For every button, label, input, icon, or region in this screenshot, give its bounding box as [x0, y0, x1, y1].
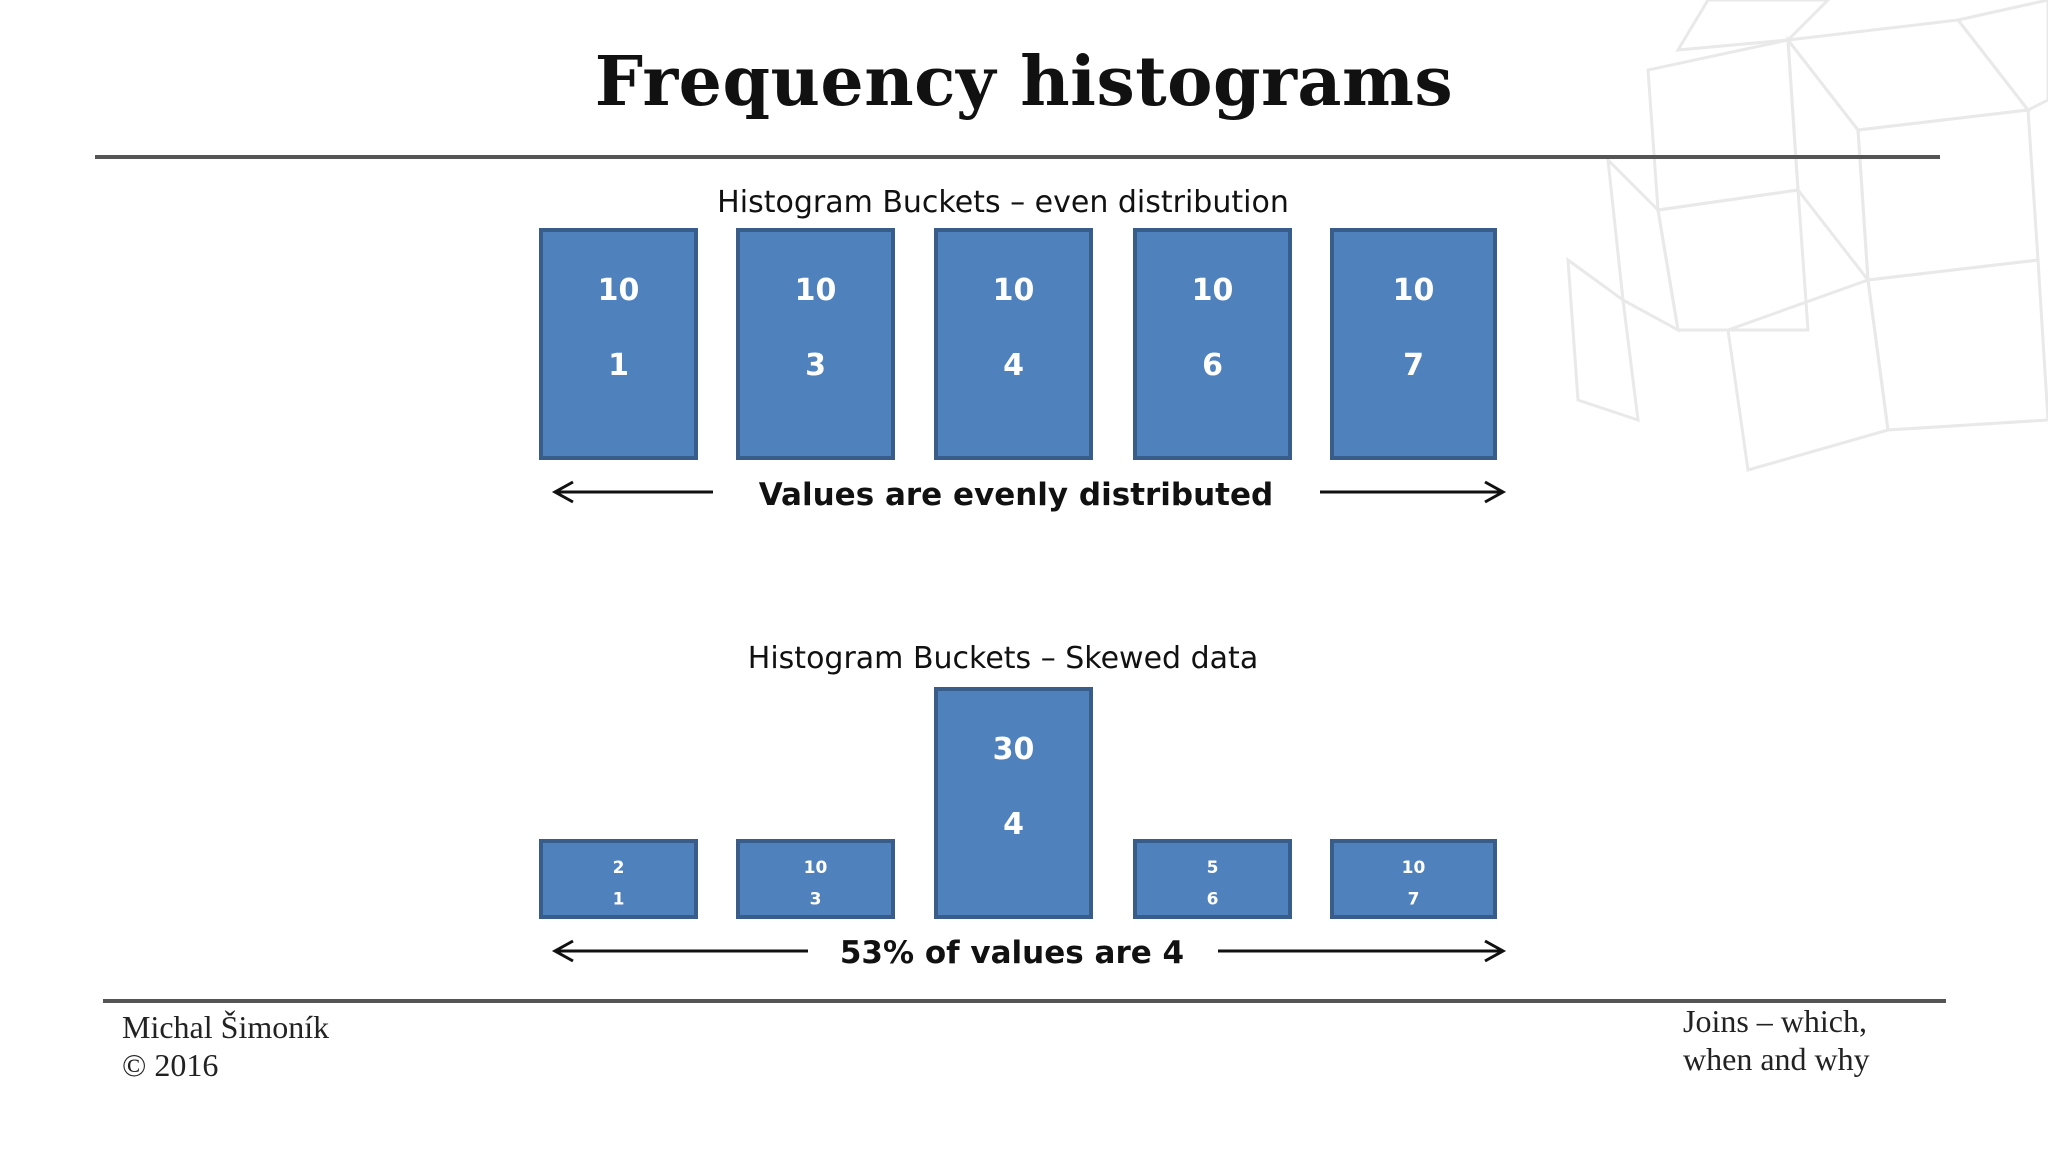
histogram-bar: [1330, 839, 1497, 919]
right-arrow-icon: [1484, 480, 1507, 504]
histogram-bar: [736, 839, 895, 919]
bar-value-label: 3: [805, 348, 826, 383]
topic-line-2: when and why: [1683, 1041, 1870, 1077]
slide-title: Frequency histograms: [594, 42, 1454, 122]
bar-value-label: 3: [810, 889, 822, 909]
bar-value-label: 6: [1207, 889, 1219, 909]
left-arrow-icon: [551, 939, 574, 963]
bar-value-label: 6: [1202, 348, 1223, 383]
histogram-bar: [1133, 839, 1292, 919]
footer-topic: Joins – which, when and why: [1683, 1002, 1903, 1078]
histogram-bar: [539, 228, 698, 460]
histogram-bar: [934, 228, 1093, 460]
bar-value-label: 4: [1003, 348, 1024, 383]
footer-author: Michal Šimoník © 2016: [122, 1008, 329, 1084]
background-cubes-art: [1566, 0, 2048, 472]
bar-count-label: 10: [993, 273, 1035, 308]
bar-value-label: 1: [613, 889, 625, 909]
bar-count-label: 10: [1402, 858, 1426, 878]
bar-value-label: 1: [608, 348, 629, 383]
chart-title: Histogram Buckets – Skewed data: [748, 641, 1258, 676]
histogram-bar: [934, 687, 1093, 919]
left-arrow-icon: [551, 480, 574, 504]
histogram-bar: [736, 228, 895, 460]
bar-count-label: 10: [1393, 273, 1435, 308]
bar-value-label: 4: [1003, 807, 1024, 842]
bar-value-label: 7: [1403, 348, 1424, 383]
histogram-bar: [1133, 228, 1292, 460]
bar-value-label: 7: [1408, 889, 1420, 909]
histogram-charts: Histogram Buckets – even distribution 10 1…: [539, 185, 1507, 971]
title-divider: [95, 155, 1940, 159]
copyright-text: © 2016: [122, 1047, 219, 1083]
bar-count-label: 10: [804, 858, 828, 878]
bar-count-label: 10: [598, 273, 640, 308]
histogram-bar: [1330, 228, 1497, 460]
bar-count-label: 10: [795, 273, 837, 308]
chart-caption: Values are evenly distributed: [759, 477, 1273, 513]
author-name: Michal Šimoník: [122, 1009, 330, 1045]
chart-title: Histogram Buckets – even distribution: [717, 185, 1289, 220]
topic-line-1: Joins – which,: [1683, 1003, 1867, 1039]
histogram-bar: [539, 839, 698, 919]
footer-divider: [103, 999, 1946, 1003]
bar-count-label: 30: [993, 732, 1035, 767]
bar-count-label: 2: [613, 858, 625, 878]
bar-count-label: 5: [1207, 858, 1219, 878]
right-arrow-icon: [1484, 939, 1507, 963]
chart-caption: 53% of values are 4: [840, 935, 1184, 971]
bar-count-label: 10: [1192, 273, 1234, 308]
